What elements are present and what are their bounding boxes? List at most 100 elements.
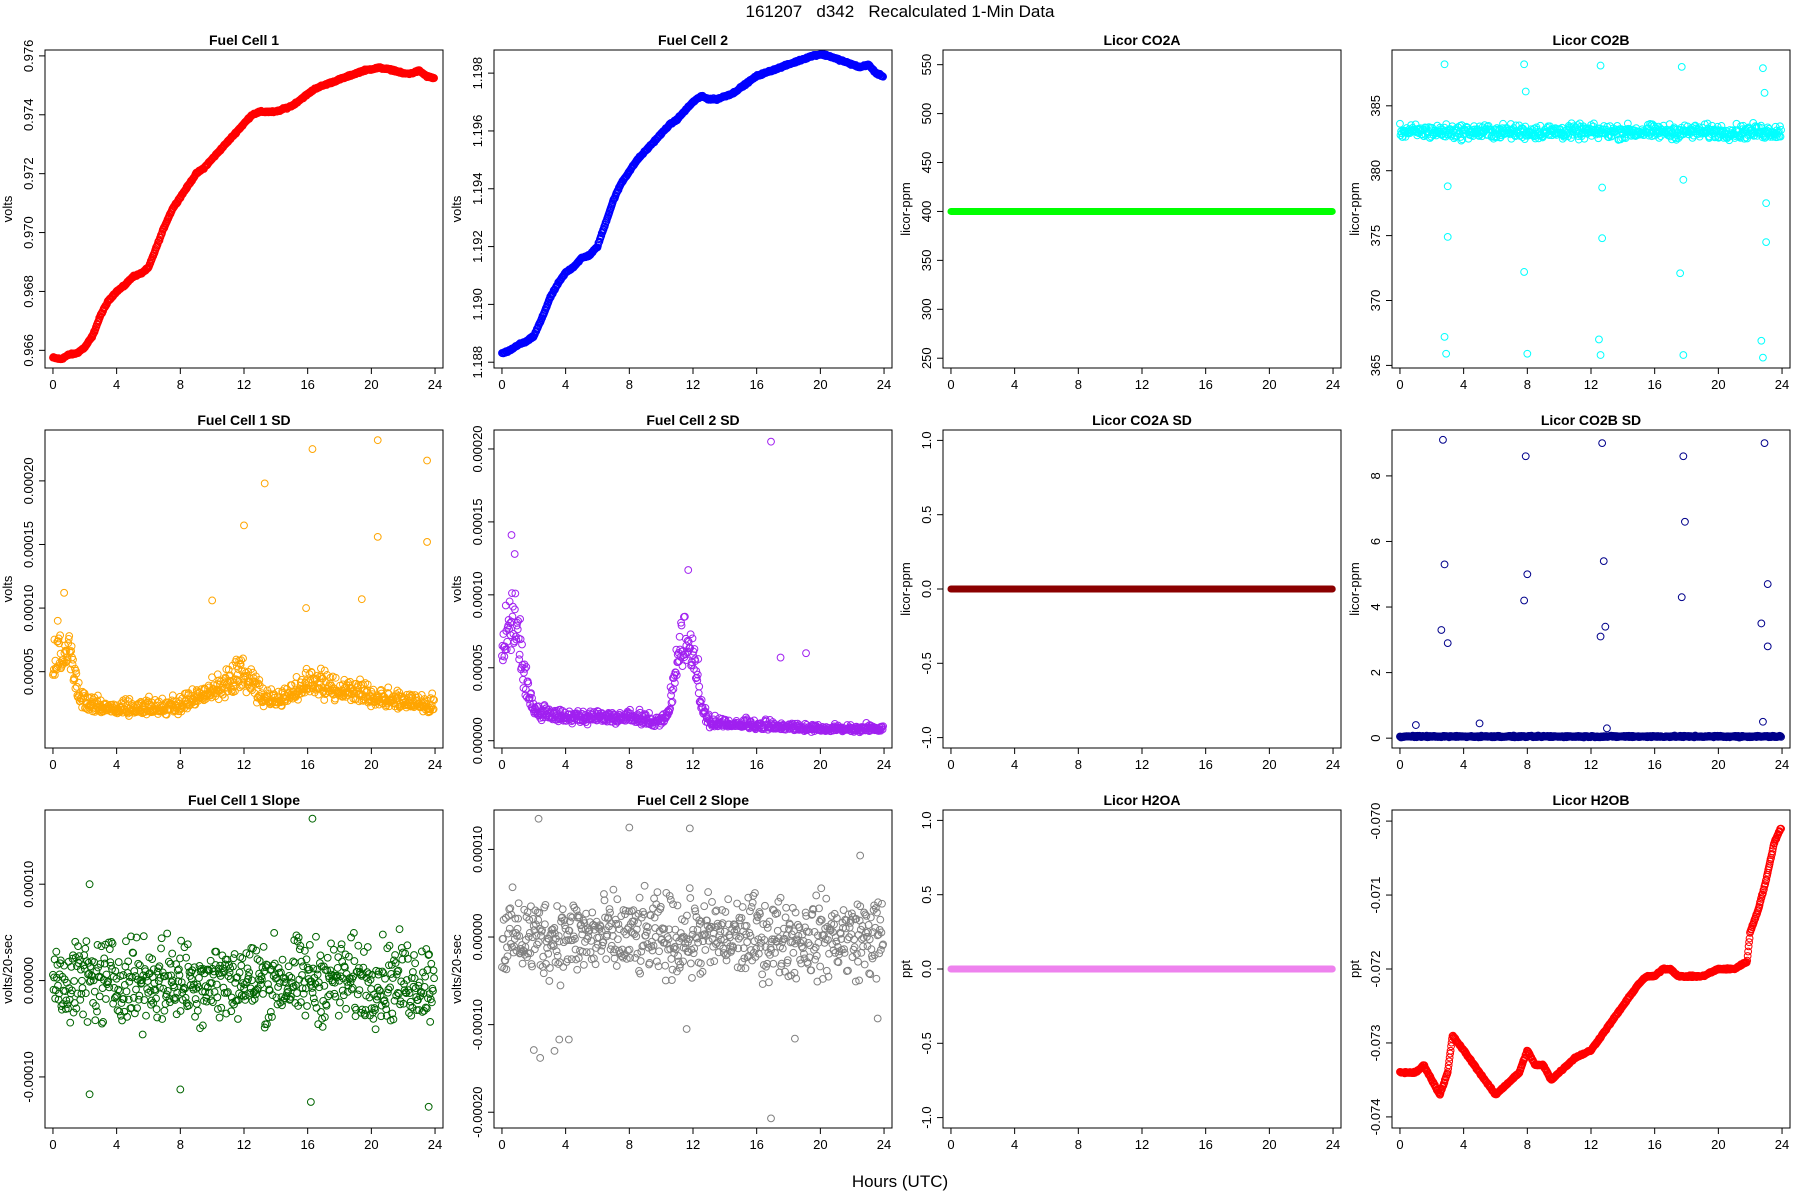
- panel-2-ytick-label: 1.190: [470, 288, 485, 321]
- panel-8-xtick-label: 8: [1524, 757, 1531, 772]
- panel-9-point: [70, 977, 79, 985]
- panel-8-xtick-label: 12: [1584, 757, 1598, 772]
- panel-8-outlier-point: [1437, 626, 1446, 634]
- panel-6-xtick-label: 20: [813, 757, 827, 772]
- panel-8-ytick-label: 8: [1368, 472, 1383, 479]
- panel-4-outlier-point: [1676, 269, 1685, 278]
- panel-2-ytick-label: 1.192: [470, 230, 485, 263]
- panel-8-outlier-point: [1677, 593, 1686, 602]
- panel-6-frame: [493, 429, 893, 749]
- panel-5-outlier-point: [308, 445, 317, 453]
- panel-1-xtick-label: 4: [113, 377, 120, 392]
- panel-1-ytick-label: 0.966: [21, 334, 36, 367]
- panel-8-outlier-point: [1598, 439, 1607, 448]
- panel-3-xtick-label: 24: [1326, 377, 1340, 392]
- panel-5-title: Fuel Cell 1 SD: [197, 412, 290, 428]
- panel-6-title: Fuel Cell 2 SD: [646, 412, 739, 428]
- panel-8-outlier-point: [1763, 580, 1772, 588]
- figure-title: 161207 d342 Recalculated 1-Min Data: [745, 2, 1055, 21]
- panel-5-outlier-point: [373, 436, 382, 445]
- panel-5-ytick-label: 0.00015: [21, 521, 36, 568]
- panel-4-outlier-point: [1595, 335, 1603, 344]
- panel-6-point: [678, 662, 687, 670]
- panel-4-xtick-label: 4: [1460, 377, 1467, 392]
- panel-3-ytick-label: 300: [919, 298, 934, 320]
- panel-4-outlier-point: [1598, 234, 1607, 243]
- panel-6-ytick-label: 0.00010: [470, 571, 485, 618]
- panel-2-ylabel: volts: [449, 195, 464, 222]
- panel-6-point: [515, 650, 524, 659]
- panel-3-xtick-label: 8: [1075, 377, 1082, 392]
- panel-9-point: [91, 1016, 100, 1025]
- panel-1-xtick-label: 20: [364, 377, 378, 392]
- panel-4-frame: [1391, 49, 1791, 369]
- panel-7-ytick-label: -1.0: [919, 726, 934, 748]
- panel-5-point: [69, 655, 77, 664]
- panel-6-outlier-point: [776, 653, 785, 662]
- panel-6-outlier-point: [802, 649, 810, 658]
- panel-5-outlier-point: [423, 456, 431, 465]
- panel-8-outlier-point: [1443, 639, 1452, 647]
- panel-1-ytick-label: 0.976: [21, 40, 36, 73]
- panel-4-outlier-point: [1759, 353, 1767, 362]
- panel-3-ytick-label: 250: [919, 347, 934, 369]
- panel-2-xtick-label: 0: [498, 377, 505, 392]
- panel-4-outlier-point: [1759, 64, 1767, 73]
- panel-5-xtick-label: 12: [237, 757, 251, 772]
- panel-5-outlier-point: [357, 595, 366, 604]
- panel-9-point: [83, 1018, 92, 1026]
- panel-3-ytick-label: 550: [919, 54, 934, 76]
- panel-7-xtick-label: 8: [1075, 757, 1082, 772]
- panel-2-ytick-label: 1.188: [470, 346, 485, 379]
- panel-9-xtick-label: 4: [113, 1137, 120, 1152]
- panel-9-point: [108, 939, 117, 948]
- panel-6-point: [695, 682, 704, 691]
- panel-2-xtick-label: 8: [626, 377, 633, 392]
- panel-7-title: Licor CO2A SD: [1092, 412, 1192, 428]
- panel-8-title: Licor CO2B SD: [1541, 412, 1641, 428]
- panel-5-outlier-point: [260, 479, 269, 488]
- panel-6-xtick-label: 4: [562, 757, 569, 772]
- panel-6-xtick-label: 8: [626, 757, 633, 772]
- panel-7-xtick-label: 20: [1262, 757, 1276, 772]
- panel-5-ytick-label: 0.00010: [21, 585, 36, 632]
- panel-9-point: [101, 995, 110, 1003]
- panel-9-title: Fuel Cell 1 Slope: [188, 792, 300, 808]
- panel-8-outlier-point: [1603, 724, 1611, 733]
- panel-9-point: [81, 944, 90, 953]
- panel-9-point: [97, 942, 106, 951]
- panel-8-frame: [1391, 429, 1791, 749]
- panel-9-point: [98, 984, 107, 993]
- panel-8-outlier-point: [1760, 439, 1769, 448]
- panel-7-xtick-label: 4: [1011, 757, 1018, 772]
- panel-6-point: [501, 601, 510, 610]
- panel-8-outlier-point: [1681, 517, 1689, 526]
- panel-6-xtick-label: 12: [686, 757, 700, 772]
- panel-5-ytick-label: 0.00005: [21, 648, 36, 695]
- panel-8-outlier-point: [1763, 642, 1772, 651]
- panel-1-ytick-label: 0.970: [21, 216, 36, 249]
- panel-4-outlier-point: [1679, 351, 1688, 359]
- panel-8-outlier-point: [1759, 717, 1767, 726]
- panel-7-ytick-label: 1.0: [919, 431, 934, 449]
- panel-1-xtick-label: 24: [428, 377, 442, 392]
- panel-5-ytick-label: 0.00020: [21, 457, 36, 504]
- panel-9-ytick-label: 0.00010: [21, 861, 36, 908]
- panel-9-point: [81, 989, 90, 998]
- panel-9-xtick-label: 8: [177, 1137, 184, 1152]
- panel-9-point: [82, 937, 91, 946]
- panel-9-xtick-label: 16: [300, 1137, 314, 1152]
- panel-4-ytick-label: 365: [1368, 355, 1383, 377]
- panel-5-outlier-point: [60, 588, 69, 597]
- panel-8-outlier-point: [1520, 596, 1529, 605]
- panel-5-outlier-point: [373, 532, 382, 541]
- panel-5-outlier-point: [240, 521, 248, 530]
- panel-4-ytick-label: 380: [1368, 160, 1383, 182]
- panel-8-xtick-label: 24: [1775, 757, 1789, 772]
- panel-8-ytick-label: 4: [1368, 603, 1383, 610]
- panel-5-point: [72, 682, 81, 691]
- panel-6-outlier-point: [767, 437, 775, 446]
- panel-8-xtick-label: 4: [1460, 757, 1467, 772]
- panel-5-xtick-label: 0: [49, 757, 56, 772]
